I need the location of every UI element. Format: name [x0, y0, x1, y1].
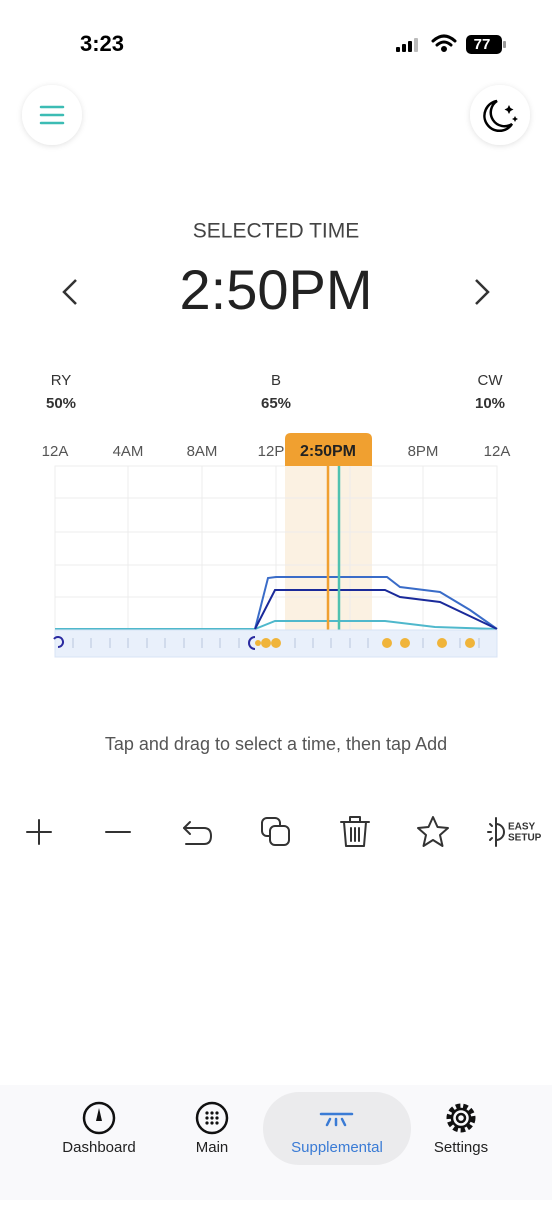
previous-button[interactable] [62, 279, 77, 305]
badge-time: 2:50PM [300, 443, 356, 460]
time-label: 8PM [408, 443, 439, 460]
schedule-chart[interactable] [53, 465, 498, 658]
tab-settings[interactable]: Settings [434, 1103, 488, 1156]
battery [466, 35, 502, 54]
channel-value: 10% [475, 395, 505, 412]
selected-time-label: SELECTED TIME [193, 220, 359, 243]
add-button[interactable] [26, 819, 52, 845]
tab-main[interactable]: Main [196, 1101, 229, 1156]
easy-setup-label: EASY [508, 822, 536, 833]
signal-icon [396, 38, 418, 52]
copy-button[interactable] [261, 817, 290, 846]
favorite-button[interactable] [417, 816, 449, 847]
tab-label: Supplemental [291, 1139, 383, 1156]
wifi-icon [431, 34, 457, 52]
time-label: 12A [42, 443, 69, 460]
channel-name: CW [478, 372, 504, 389]
menu-button[interactable] [22, 85, 82, 145]
delete-button[interactable] [340, 816, 370, 847]
tab-supplemental[interactable]: Supplemental [291, 1112, 383, 1156]
time-label: 8AM [187, 443, 218, 460]
undo-button[interactable] [183, 821, 212, 845]
channel-name: RY [51, 372, 72, 389]
channel-value: 65% [261, 395, 291, 412]
selected-time: 2:50PM [180, 258, 373, 321]
easy-setup-label: SETUP [508, 833, 542, 844]
time-label: 12A [484, 443, 511, 460]
tab-dashboard[interactable]: Dashboard [62, 1101, 136, 1156]
status-time: 3:23 [80, 31, 124, 56]
easy-setup-button[interactable] [487, 817, 505, 847]
next-button[interactable] [475, 279, 490, 305]
night-mode-button[interactable] [470, 85, 530, 145]
channel-name: B [271, 372, 281, 389]
channel-value: 50% [46, 395, 76, 412]
tab-label: Dashboard [62, 1139, 135, 1156]
battery-tip [503, 41, 506, 48]
battery-level: 77 [474, 36, 491, 53]
active-tab-highlight [263, 1092, 411, 1165]
tab-label: Main [196, 1139, 229, 1156]
time-label: 4AM [113, 443, 144, 460]
selected-time-badge[interactable]: 2:50PM [285, 433, 372, 466]
tab-label: Settings [434, 1139, 488, 1156]
hint-text: Tap and drag to select a time, then tap … [105, 734, 447, 754]
time-label: 12P [258, 443, 285, 460]
